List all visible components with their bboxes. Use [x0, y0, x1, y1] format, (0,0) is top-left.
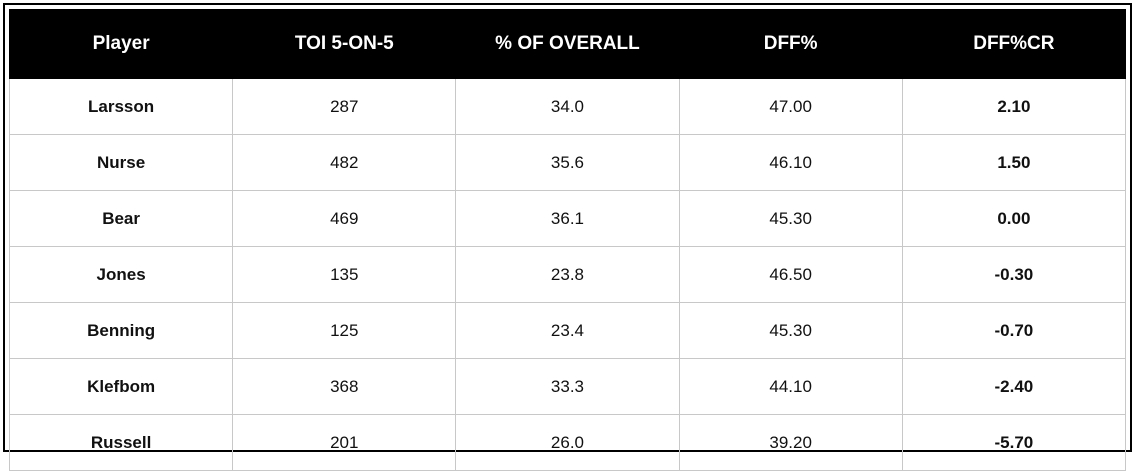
value-cell: 36.1 — [455, 190, 680, 247]
value-cell: 287 — [232, 78, 457, 135]
value-cell: 47.00 — [678, 78, 903, 135]
value-cell: 39.20 — [678, 414, 903, 471]
table-body: Larsson 287 34.0 47.00 2.10 Nurse 482 35.6 46.10… — [8, 78, 1127, 471]
player-cell: Klefbom — [8, 358, 234, 415]
header-row: Player TOI 5-ON-5% OF OVERALL DFF% DFF%CR — [8, 9, 1127, 79]
value-cell: 125 — [232, 302, 457, 359]
value-cell: 1.50 — [901, 134, 1127, 191]
value-cell: 0.00 — [901, 190, 1127, 247]
table-header: Player TOI 5-ON-5% OF OVERALL DFF% DFF%CR — [8, 9, 1127, 79]
table-row: Russell 201 26.0 39.20 -5.70 — [8, 414, 1127, 471]
table-frame: Player TOI 5-ON-5% OF OVERALL DFF% DFF%CR L… — [3, 3, 1132, 471]
value-cell: -5.70 — [901, 414, 1127, 471]
player-cell: Larsson — [8, 78, 234, 135]
player-cell: Benning — [8, 302, 234, 359]
value-cell: -0.30 — [901, 246, 1127, 303]
value-cell: 46.10 — [678, 134, 903, 191]
value-cell: 469 — [232, 190, 457, 247]
value-cell: 35.6 — [455, 134, 680, 191]
player-cell: Russell — [8, 414, 234, 471]
table-row: Larsson 287 34.0 47.00 2.10 — [8, 78, 1127, 135]
value-cell: -0.70 — [901, 302, 1127, 359]
table-row: Nurse 482 35.6 46.10 1.50 — [8, 134, 1127, 191]
value-cell: 26.0 — [455, 414, 680, 471]
table-row: Bear 469 36.1 45.30 0.00 — [8, 190, 1127, 247]
value-cell: 201 — [232, 414, 457, 471]
column-header: DFF%CR — [901, 9, 1127, 79]
table-row: Benning 125 23.4 45.30 -0.70 — [8, 302, 1127, 359]
value-cell: 2.10 — [901, 78, 1127, 135]
value-cell: 23.8 — [455, 246, 680, 303]
value-cell: 33.3 — [455, 358, 680, 415]
value-cell: 46.50 — [678, 246, 903, 303]
value-cell: 482 — [232, 134, 457, 191]
table-row: Klefbom 368 33.3 44.10 -2.40 — [8, 358, 1127, 415]
stats-table: Player TOI 5-ON-5% OF OVERALL DFF% DFF%CR L… — [8, 9, 1127, 471]
value-cell: 34.0 — [455, 78, 680, 135]
value-cell: 45.30 — [678, 302, 903, 359]
value-cell: 44.10 — [678, 358, 903, 415]
column-header: % OF OVERALL — [455, 9, 680, 79]
column-header: Player — [8, 9, 234, 79]
value-cell: -2.40 — [901, 358, 1127, 415]
value-cell: 368 — [232, 358, 457, 415]
player-cell: Bear — [8, 190, 234, 247]
value-cell: 45.30 — [678, 190, 903, 247]
player-cell: Jones — [8, 246, 234, 303]
column-header: TOI 5-ON-5 — [232, 9, 457, 79]
table-row: Jones 135 23.8 46.50 -0.30 — [8, 246, 1127, 303]
value-cell: 135 — [232, 246, 457, 303]
player-cell: Nurse — [8, 134, 234, 191]
page: {"table": { "header": ["Player", "TOI 5-… — [3, 3, 1132, 471]
value-cell: 23.4 — [455, 302, 680, 359]
column-header: DFF% — [678, 9, 903, 79]
